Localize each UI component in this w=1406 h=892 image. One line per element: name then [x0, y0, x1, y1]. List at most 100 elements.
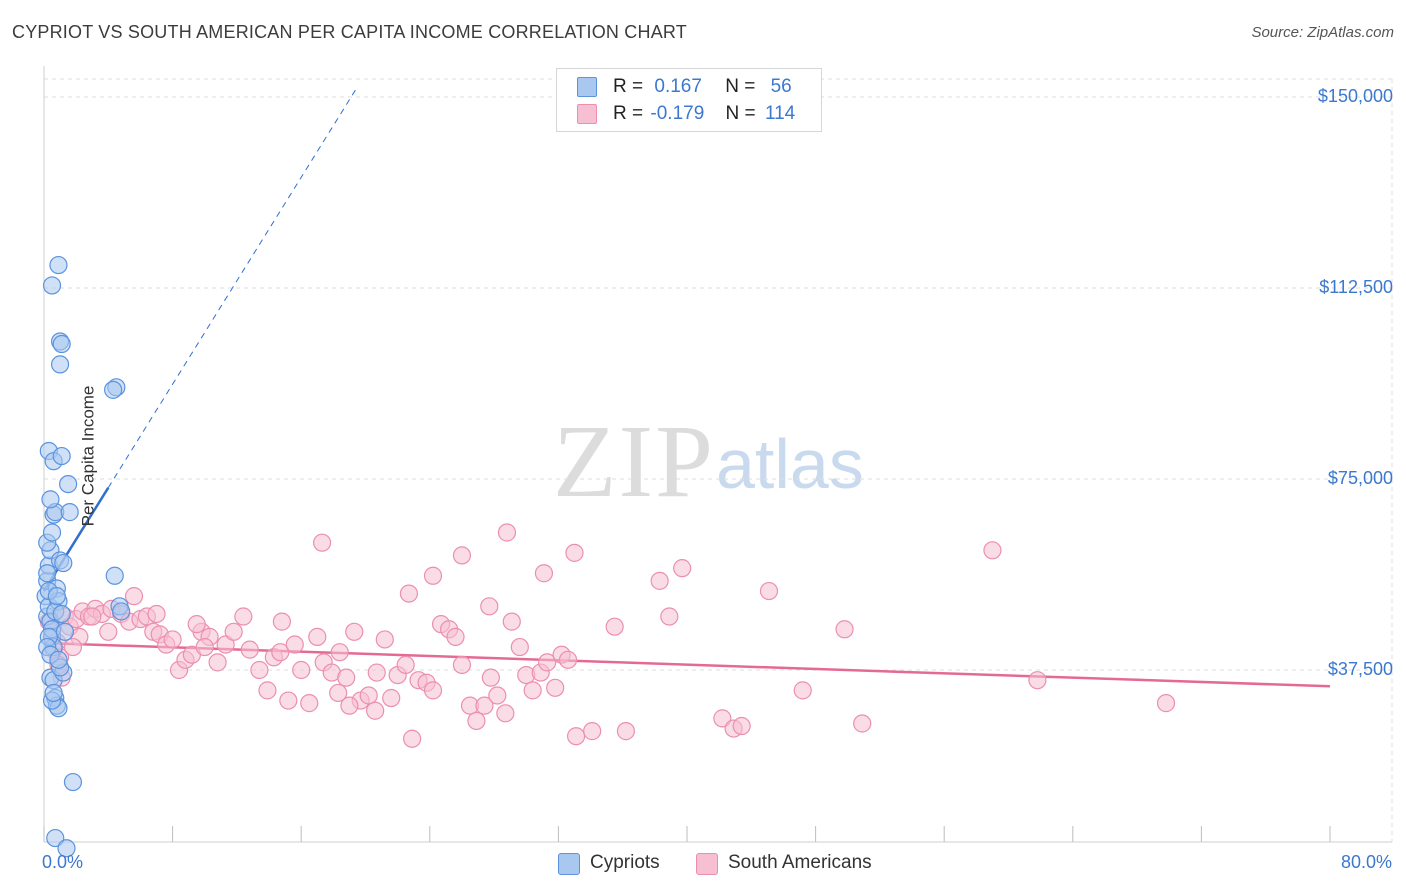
- watermark-zip: ZIP: [553, 404, 715, 519]
- cypriot-point: [52, 446, 71, 466]
- south-american-point: [403, 729, 422, 748]
- south-american-point: [423, 681, 443, 700]
- south-american-point: [187, 615, 206, 634]
- south-american-point: [195, 637, 214, 657]
- cypriot-point: [57, 839, 76, 858]
- south-american-point: [565, 543, 584, 562]
- legend-swatch-south-americans: [577, 104, 597, 124]
- south-american-point: [510, 637, 529, 657]
- legend-n-value: 56: [770, 76, 792, 97]
- legend-r-label: R =: [613, 103, 644, 124]
- south-american-point: [330, 643, 349, 662]
- south-american-point: [83, 607, 102, 626]
- south-american-point: [546, 678, 565, 697]
- data-points: [36, 255, 1176, 858]
- south-american-point: [396, 655, 415, 675]
- south-american-point: [308, 627, 327, 646]
- legend-r-value: -0.179: [650, 103, 705, 124]
- cypriot-point: [52, 604, 71, 624]
- south-american-point: [523, 681, 542, 700]
- cypriot-point: [49, 650, 68, 669]
- south-american-point: [452, 655, 472, 675]
- cypriot-point: [63, 772, 83, 792]
- south-american-point: [558, 650, 578, 669]
- series-cypriots: [36, 255, 131, 858]
- cypriot-point: [42, 276, 62, 295]
- cypriot-point: [104, 380, 123, 399]
- cypriot-point: [55, 622, 74, 641]
- south-american-point: [63, 637, 83, 657]
- south-american-point: [481, 668, 500, 687]
- south-american-point: [258, 681, 277, 700]
- legend-label-south-americans: South Americans: [728, 852, 872, 873]
- south-american-point: [759, 581, 779, 601]
- trend-lines: [42, 86, 1331, 688]
- south-american-point: [271, 643, 290, 662]
- south-american-point: [583, 722, 602, 741]
- south-american-point: [250, 660, 269, 680]
- cypriot-point: [54, 553, 73, 573]
- south-american-point: [240, 640, 259, 659]
- south-american-point: [650, 571, 669, 590]
- x-tick-label-max: 80.0%: [1340, 852, 1392, 872]
- south-american-point: [224, 622, 243, 641]
- south-american-point: [399, 584, 419, 603]
- cypriot-point: [112, 602, 131, 621]
- chart-title: CYPRIOT VS SOUTH AMERICAN PER CAPITA INC…: [12, 22, 687, 42]
- legend-swatch-cypriots: [577, 77, 597, 97]
- south-american-point: [124, 587, 144, 606]
- south-american-point: [713, 709, 732, 728]
- south-american-point: [480, 597, 499, 616]
- cypriot-point: [59, 474, 78, 494]
- south-american-point: [329, 683, 348, 703]
- cypriot-point: [60, 503, 79, 522]
- south-american-point: [147, 604, 166, 624]
- south-american-point: [983, 541, 1002, 560]
- legend-n-label: N =: [725, 76, 756, 97]
- south-american-point: [566, 727, 586, 746]
- cypriot-point: [46, 828, 65, 848]
- cypriot-point: [41, 490, 60, 509]
- south-american-point: [272, 612, 292, 631]
- cypriot-point: [52, 334, 71, 354]
- correlation-legend: R = 0.167 N = 56 R = -0.179 N = 114: [556, 68, 822, 132]
- legend-swatch-cypriots: [558, 853, 580, 875]
- south-american-point: [279, 691, 298, 710]
- south-american-point: [496, 704, 515, 723]
- watermark-atlas: atlas: [716, 425, 864, 503]
- cypriot-point: [105, 566, 124, 585]
- cypriot-point: [42, 523, 62, 542]
- south-american-point: [300, 694, 319, 713]
- cypriot-point: [50, 355, 70, 374]
- south-american-point: [793, 681, 812, 700]
- y-tick-label: $112,500: [1319, 277, 1393, 297]
- legend-label-cypriots: Cypriots: [590, 852, 660, 873]
- south-american-point: [673, 559, 692, 578]
- south-american-point: [312, 533, 332, 552]
- x-tick-label-min: 0.0%: [42, 852, 84, 872]
- legend-r-value: 0.167: [654, 76, 702, 97]
- south-american-point: [660, 607, 679, 626]
- south-american-point: [292, 660, 311, 680]
- south-american-point: [467, 711, 486, 731]
- y-tick-label: $150,000: [1317, 86, 1393, 106]
- legend-n-value: 114: [764, 103, 796, 124]
- south-american-point: [835, 620, 854, 639]
- south-american-point: [488, 686, 507, 705]
- grid-lines: [44, 78, 1393, 842]
- south-american-point: [340, 696, 359, 715]
- south-american-trend-line: [43, 641, 1331, 688]
- south-american-point: [534, 564, 554, 583]
- source-label: Source: ZipAtlas.com: [1251, 24, 1394, 41]
- south-american-point: [446, 627, 465, 646]
- south-american-point: [366, 701, 385, 720]
- south-american-point: [208, 653, 227, 672]
- south-american-point: [853, 714, 872, 733]
- south-american-point: [285, 635, 304, 654]
- south-american-point: [423, 566, 443, 585]
- south-american-point: [616, 722, 636, 741]
- south-american-point: [345, 622, 364, 641]
- south-american-point: [382, 688, 401, 708]
- legend-n-label: N =: [725, 103, 756, 124]
